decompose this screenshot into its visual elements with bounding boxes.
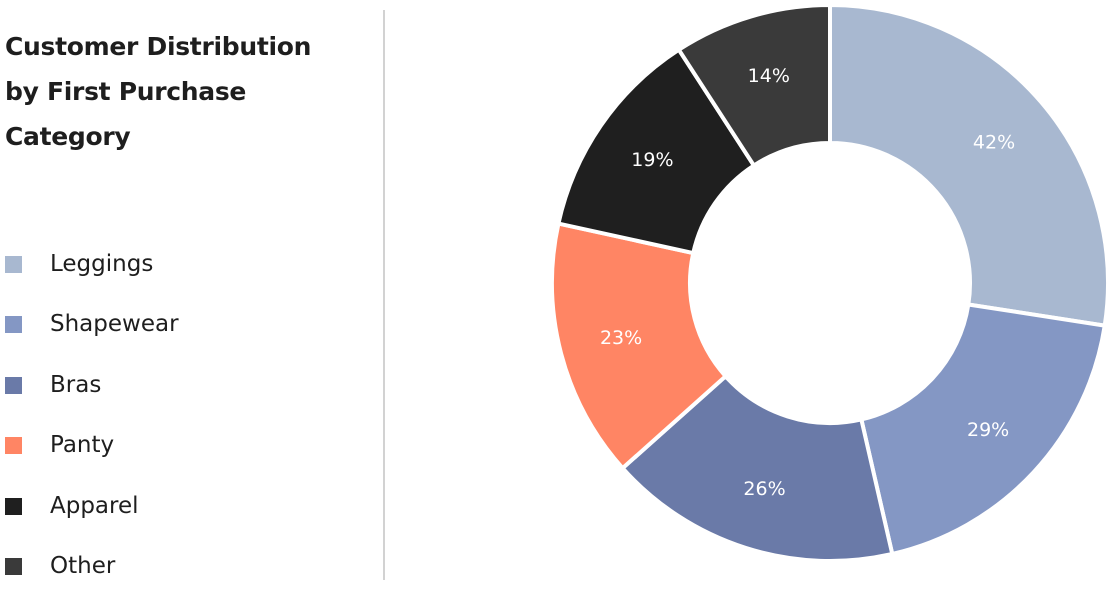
chart-title-line: by First Purchase	[5, 77, 247, 106]
chart-title: Customer Distribution by First Purchase …	[5, 24, 365, 159]
legend-swatch	[5, 558, 22, 576]
legend-label: Leggings	[50, 250, 154, 277]
slice-label-bras: 26%	[743, 478, 785, 500]
legend-item-apparel: Apparel	[5, 476, 179, 537]
chart-title-line: Category	[5, 122, 131, 151]
slice-other	[676, 2, 832, 169]
legend-label: Apparel	[50, 492, 139, 519]
legend-label: Bras	[50, 371, 102, 398]
divider	[383, 10, 385, 580]
legend-swatch	[5, 316, 22, 334]
legend-swatch	[5, 437, 22, 455]
slice-leggings	[828, 2, 1110, 328]
legend-swatch	[5, 255, 22, 273]
slice-label-apparel: 19%	[631, 149, 673, 171]
legend-item-bras: Bras	[5, 355, 179, 416]
legend-item-shapewear: Shapewear	[5, 295, 179, 356]
slice-label-shapewear: 29%	[967, 419, 1009, 441]
slice-label-other: 14%	[748, 65, 790, 87]
legend-label: Shapewear	[50, 311, 179, 338]
slice-shapewear	[858, 302, 1107, 557]
slice-label-panty: 23%	[600, 327, 642, 349]
legend-item-other: Other	[5, 537, 179, 598]
legend-item-leggings: Leggings	[5, 234, 179, 295]
legend: Leggings Shapewear Bras Panty Apparel Ot…	[5, 234, 179, 597]
chart-title-line: Customer Distribution	[5, 32, 312, 61]
slice-bras	[619, 373, 895, 563]
slice-label-leggings: 42%	[973, 131, 1015, 153]
legend-label: Other	[50, 553, 116, 580]
slice-panty	[550, 221, 729, 471]
legend-item-panty: Panty	[5, 416, 179, 477]
legend-swatch	[5, 376, 22, 394]
legend-label: Panty	[50, 432, 115, 459]
legend-swatch	[5, 497, 22, 515]
